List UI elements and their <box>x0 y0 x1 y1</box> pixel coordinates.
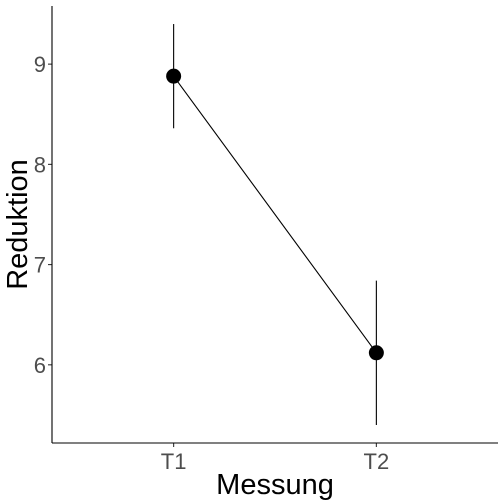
x-tick-label-T1: T1 <box>161 449 187 474</box>
y-tick-label-8: 8 <box>34 152 46 177</box>
x-axis-ticks: T1 T2 <box>161 443 389 474</box>
data-point-T2 <box>368 345 384 361</box>
y-tick-label-9: 9 <box>34 52 46 77</box>
series-lines <box>173 75 377 354</box>
data-point-T1 <box>166 68 182 84</box>
series-line-0 <box>173 75 377 354</box>
y-tick-label-6: 6 <box>34 353 46 378</box>
y-axis-title: Reduktion <box>2 159 34 290</box>
data-points <box>166 68 384 361</box>
y-axis-ticks: 6 7 8 9 <box>34 52 52 378</box>
x-axis-title: Messung <box>216 469 334 501</box>
y-tick-label-7: 7 <box>34 253 46 278</box>
x-tick-label-T2: T2 <box>364 449 390 474</box>
error-bars <box>173 24 377 425</box>
